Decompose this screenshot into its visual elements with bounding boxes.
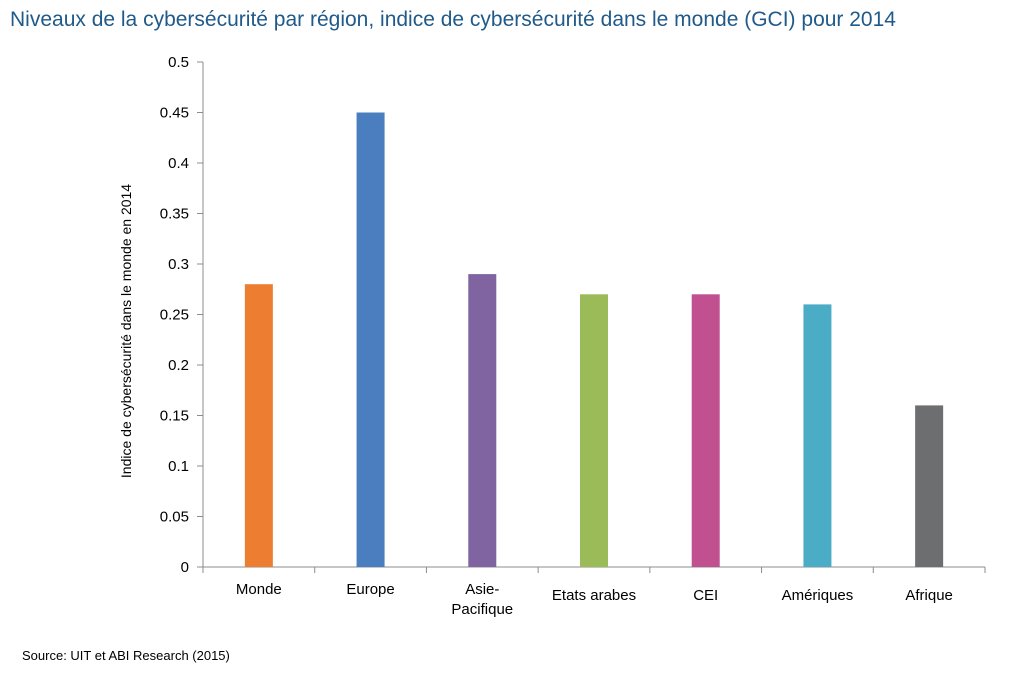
y-tick-label: 0.35 [160, 206, 189, 223]
x-category-label: Asie- [465, 581, 499, 598]
y-tick-label: 0.1 [168, 458, 189, 475]
source-note: Source: UIT et ABI Research (2015) [22, 648, 230, 663]
x-category-label: Etats arabes [552, 587, 636, 604]
y-tick-label: 0.15 [160, 408, 189, 425]
x-category-label: Amériques [782, 587, 854, 604]
bar-1 [356, 112, 385, 567]
y-tick-label: 0.25 [160, 307, 189, 324]
bar-4 [691, 294, 720, 567]
x-category-label: Monde [236, 581, 282, 598]
bar-3 [580, 294, 608, 567]
y-tick-label: 0.05 [160, 509, 189, 526]
bar-0 [244, 284, 273, 567]
chart-title: Niveaux de la cybersécurité par région, … [10, 8, 896, 31]
bar-2 [468, 274, 497, 567]
bar-6 [915, 405, 944, 567]
y-axis-title: Indice de cybersécurité dans le monde en… [118, 184, 134, 478]
y-tick-label: 0.4 [168, 155, 189, 172]
x-axis: Monde Europe Asie- Pacifique Etats arabes CEI… [202, 566, 986, 618]
bar-chart: 0 0.05 0.1 0.15 0.2 0.25 0.3 0.35 0.4 0.45 0.5 Mon… [118, 54, 986, 618]
x-category-label: Afrique [905, 587, 953, 604]
y-tick-label: 0.3 [168, 256, 189, 273]
bars [244, 112, 944, 567]
x-category-label: CEI [693, 587, 718, 604]
y-tick-label: 0.5 [168, 54, 189, 71]
y-tick-label: 0 [181, 559, 189, 576]
x-category-label: Pacifique [451, 601, 513, 618]
x-category-label: Europe [346, 581, 394, 598]
y-tick-label: 0.2 [168, 357, 189, 374]
bar-5 [803, 304, 832, 567]
y-axis: 0 0.05 0.1 0.15 0.2 0.25 0.3 0.35 0.4 0.45 0.5 [160, 54, 204, 576]
y-tick-label: 0.45 [160, 105, 189, 122]
